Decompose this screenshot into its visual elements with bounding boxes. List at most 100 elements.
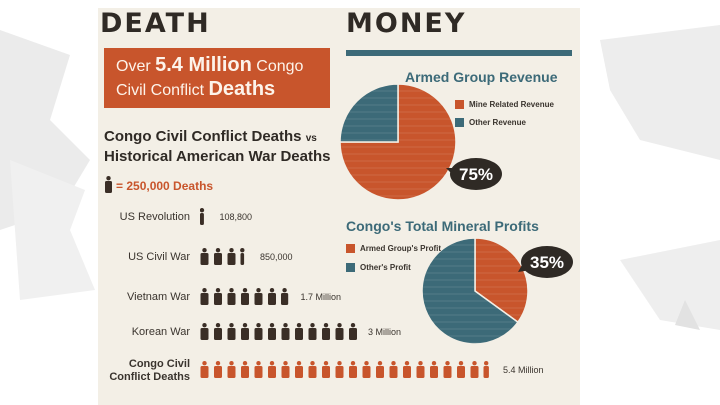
person-icon bbox=[227, 361, 236, 378]
money-header: MONEY bbox=[346, 8, 467, 39]
money-header-rule bbox=[346, 50, 572, 56]
person-icon bbox=[214, 288, 222, 305]
person-icon bbox=[254, 323, 263, 340]
death-header: DEATH bbox=[100, 8, 211, 39]
person-icon bbox=[470, 361, 479, 378]
death-box-mid: Congo Civil Conflict bbox=[116, 58, 304, 99]
legend-swatch-orange bbox=[346, 244, 355, 254]
pie-slice bbox=[421, 237, 519, 345]
person-icon bbox=[349, 361, 357, 378]
person-icon bbox=[214, 248, 222, 265]
icon-key-label: = 250,000 Deaths bbox=[116, 179, 214, 193]
war-value-label: 1.7 Million bbox=[300, 292, 342, 302]
person-icon bbox=[241, 323, 249, 340]
legend-other-profit-label: Other's Profit bbox=[360, 263, 411, 272]
comparison-title-vs: vs bbox=[305, 133, 317, 144]
legend-other-revenue-label: Other Revenue bbox=[469, 118, 526, 127]
war-icon-row bbox=[200, 361, 489, 378]
war-value-label: 3 Million bbox=[368, 327, 402, 337]
person-icon bbox=[200, 288, 209, 305]
person-icon bbox=[227, 288, 236, 305]
war-icon-row bbox=[200, 323, 357, 340]
legend-armed-profit: Armed Group's Profit bbox=[346, 244, 442, 254]
person-icon bbox=[254, 288, 263, 305]
person-icon bbox=[268, 288, 276, 305]
legend-swatch-teal bbox=[455, 118, 464, 128]
person-icon bbox=[281, 361, 290, 378]
person-icon bbox=[105, 176, 112, 193]
legend-other-profit: Other's Profit bbox=[346, 263, 411, 273]
person-icon bbox=[281, 323, 290, 340]
war-label: Vietnam War bbox=[127, 291, 190, 303]
callout-bubble bbox=[518, 246, 573, 278]
person-icon bbox=[457, 361, 465, 378]
death-box-prefix: Over bbox=[116, 58, 156, 75]
comparison-title-line2: Historical American War Deaths bbox=[104, 148, 331, 165]
person-icon bbox=[241, 361, 249, 378]
person-icon bbox=[295, 323, 303, 340]
person-icon bbox=[295, 361, 303, 378]
legend-swatch-teal bbox=[346, 263, 355, 273]
minerals-title: Congo's Total Mineral Profits bbox=[346, 218, 539, 234]
legend-other-revenue: Other Revenue bbox=[455, 118, 526, 128]
war-value-label: 108,800 bbox=[219, 212, 253, 222]
person-icon bbox=[214, 361, 222, 378]
callout-label: 75% bbox=[459, 165, 493, 184]
person-icon bbox=[240, 248, 245, 265]
person-icon bbox=[308, 323, 317, 340]
person-icon bbox=[335, 361, 344, 378]
person-icon bbox=[322, 361, 330, 378]
comparison-title-line1: Congo Civil Conflict Deaths bbox=[104, 128, 302, 145]
death-box-highlight: 5.4 Million bbox=[155, 54, 252, 76]
person-icon bbox=[322, 323, 330, 340]
person-icon bbox=[214, 323, 222, 340]
person-icon bbox=[200, 248, 209, 265]
person-icon bbox=[349, 323, 357, 340]
person-icon bbox=[416, 361, 425, 378]
death-header-rule bbox=[100, 40, 330, 45]
icon-key: = 250,000 Deaths bbox=[104, 176, 213, 193]
person-icon bbox=[376, 361, 384, 378]
pie-slice bbox=[339, 83, 399, 143]
person-icon bbox=[268, 323, 276, 340]
legend-swatch-orange bbox=[455, 100, 464, 110]
legend-mine-revenue: Mine Related Revenue bbox=[455, 100, 554, 110]
person-icon bbox=[483, 361, 489, 378]
comparison-title: Congo Civil Conflict Deaths vs Historica… bbox=[104, 128, 344, 166]
person-icon bbox=[443, 361, 452, 378]
person-icon bbox=[268, 361, 276, 378]
person-icon bbox=[389, 361, 398, 378]
person-icon bbox=[200, 361, 209, 378]
pie-slice bbox=[339, 83, 457, 201]
person-icon bbox=[200, 208, 205, 225]
person-icon bbox=[335, 323, 344, 340]
war-icon-row bbox=[200, 248, 245, 265]
person-icon bbox=[254, 361, 263, 378]
war-label: Congo Civil Conflict Deaths bbox=[109, 358, 190, 383]
war-label: US Civil War bbox=[128, 251, 190, 263]
person-icon bbox=[281, 288, 289, 305]
war-label: US Revolution bbox=[119, 211, 190, 223]
armed-group-title: Armed Group Revenue bbox=[405, 69, 558, 85]
person-icon bbox=[430, 361, 438, 378]
war-icon-row bbox=[200, 208, 205, 225]
legend-mine-revenue-label: Mine Related Revenue bbox=[469, 100, 554, 109]
war-icon-row bbox=[200, 288, 289, 305]
person-icon bbox=[362, 361, 371, 378]
death-box-bold-end: Deaths bbox=[208, 78, 276, 100]
death-total-box: Over 5.4 Million Congo Civil Conflict De… bbox=[104, 48, 330, 108]
callout-label: 35% bbox=[530, 253, 564, 272]
legend-armed-profit-label: Armed Group's Profit bbox=[360, 244, 442, 253]
person-icon bbox=[227, 248, 236, 265]
war-value-label: 850,000 bbox=[260, 252, 293, 262]
person-icon bbox=[241, 288, 249, 305]
person-icon bbox=[227, 323, 236, 340]
callout-bubble bbox=[446, 158, 502, 190]
person-icon bbox=[200, 323, 209, 340]
war-label: Korean War bbox=[131, 326, 190, 338]
person-icon bbox=[403, 361, 411, 378]
war-value-label: 5.4 Million bbox=[503, 365, 544, 375]
person-icon bbox=[308, 361, 317, 378]
